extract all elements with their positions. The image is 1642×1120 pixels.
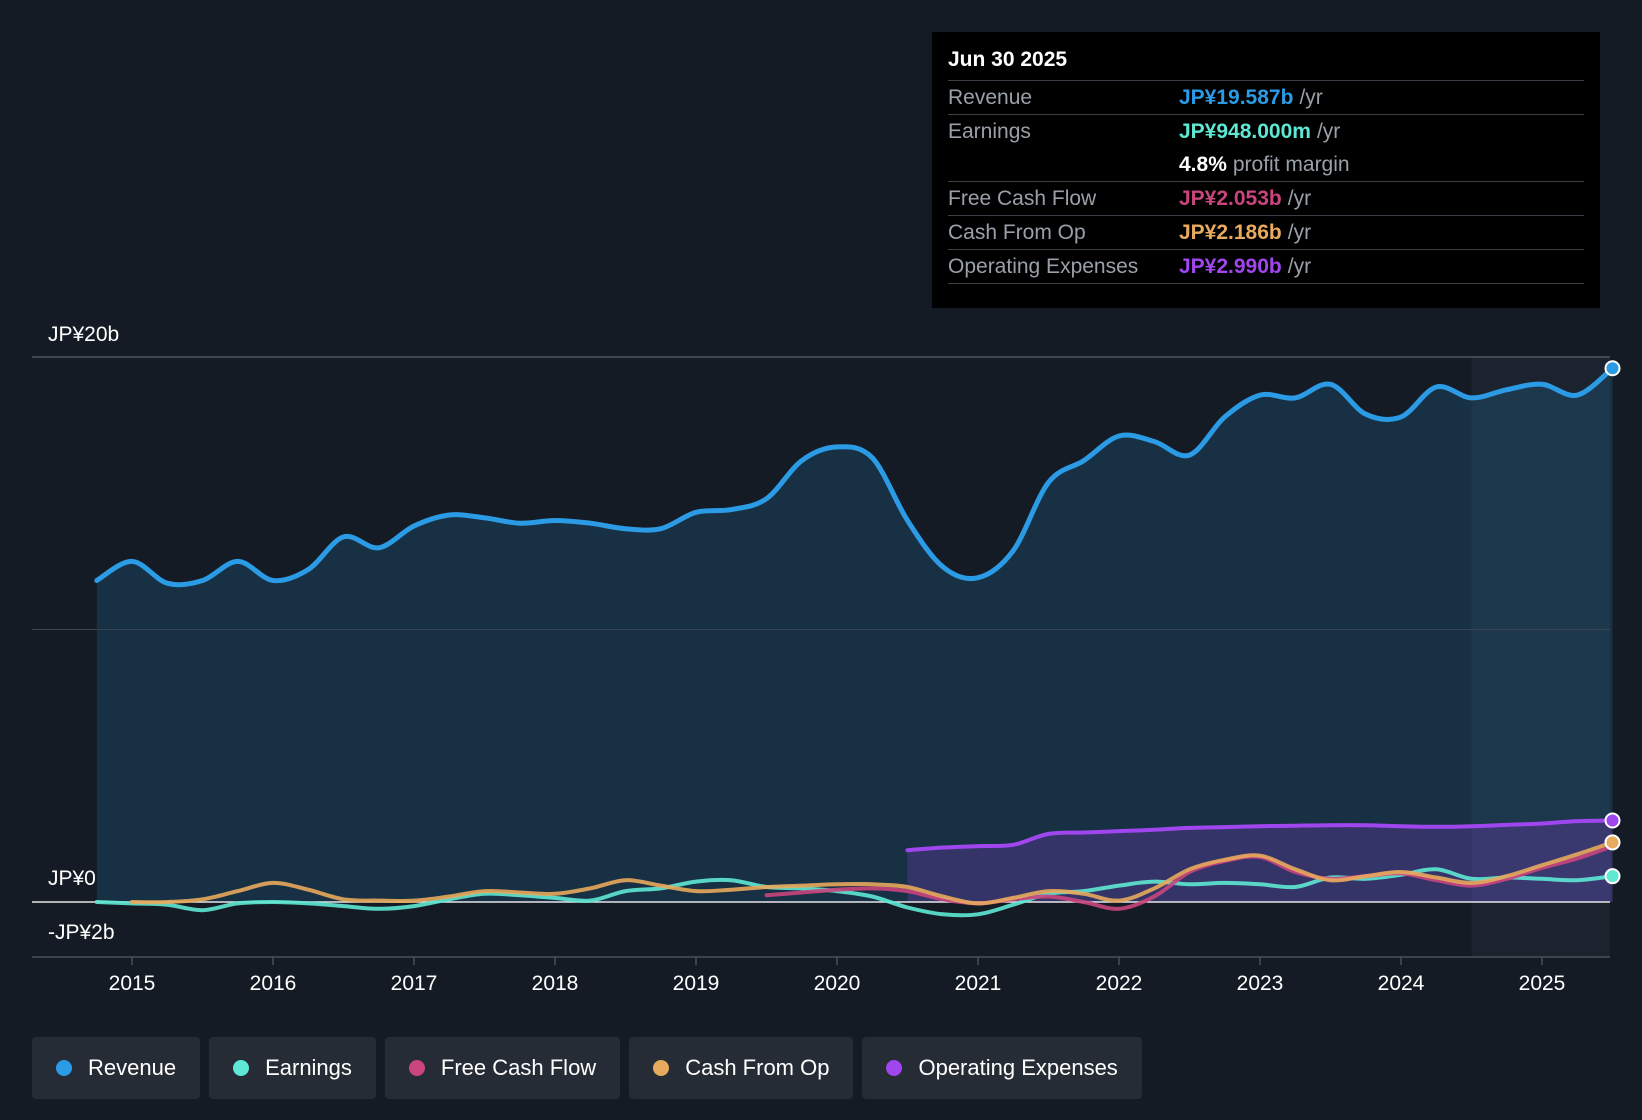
y-axis-label: -JP¥2b [48,921,115,944]
tooltip-unit: /yr [1316,120,1341,143]
end-marker-revenue [1604,360,1621,377]
end-marker-operating-expenses [1604,812,1621,829]
legend-item-earnings[interactable]: Earnings [209,1037,376,1099]
legend-item-operating-expenses[interactable]: Operating Expenses [862,1037,1142,1099]
earnings-dot-icon [233,1060,250,1076]
legend-label: Operating Expenses [918,1055,1118,1080]
tooltip-row-earnings: Earnings JP¥948.000m /yr [948,115,1584,148]
tooltip-date: Jun 30 2025 [948,46,1584,81]
series-end-markers [1604,360,1621,885]
tooltip-unit: /yr [1287,255,1312,278]
tooltip-row-cash-from-op: Cash From Op JP¥2.186b /yr [948,216,1584,250]
tooltip-value: JP¥2.186b [1179,221,1282,244]
tooltip-unit: /yr [1287,221,1312,244]
tooltip-label [948,148,1179,181]
x-tick-label: 2015 [109,972,156,995]
series-line-revenue [94,365,1615,588]
operating-expenses-dot-icon [886,1060,903,1076]
tooltip-value: JP¥19.587b [1179,86,1294,109]
y-axis-label: JP¥20b [48,323,119,346]
legend-label: Revenue [88,1055,177,1080]
tooltip-row-free-cash-flow: Free Cash Flow JP¥2.053b /yr [948,182,1584,216]
tooltip-panel: Jun 30 2025 Revenue JP¥19.587b /yr Earni… [932,32,1600,308]
legend-item-free-cash-flow[interactable]: Free Cash Flow [384,1037,621,1099]
legend-item-revenue[interactable]: Revenue [32,1037,201,1099]
x-tick-label: 2023 [1237,972,1284,995]
x-tick-label: 2019 [673,972,720,995]
tooltip-value: JP¥948.000m [1179,120,1311,143]
end-marker-earnings [1604,868,1621,885]
series-line-operating-expenses [905,818,1615,853]
tooltip-label: Operating Expenses [948,255,1139,278]
end-marker-cash-from-op [1604,834,1621,851]
legend-label: Earnings [265,1055,352,1080]
y-axis-label: JP¥0 [48,867,96,890]
free-cash-flow-dot-icon [408,1060,425,1076]
tooltip-value: JP¥2.990b [1179,255,1282,278]
revenue-dot-icon [56,1060,72,1076]
legend-label: Cash From Op [685,1055,830,1080]
x-tick-label: 2018 [532,972,579,995]
legend: Revenue Earnings Free Cash Flow Cash Fro… [32,1037,1151,1099]
tooltip-unit: profit margin [1232,153,1350,176]
x-tick-label: 2022 [1096,972,1143,995]
tooltip-row-profit-margin: 4.8% profit margin [948,148,1584,182]
tooltip-label: Revenue [948,86,1033,109]
series-fill-revenue [96,368,1613,902]
y-axis-labels: JP¥20b JP¥0 -JP¥2b [48,323,119,944]
series-line-earnings [94,867,1615,918]
tooltip-label: Free Cash Flow [948,187,1097,210]
tooltip-unit: /yr [1299,86,1323,109]
x-tick-label: 2025 [1519,972,1566,995]
tooltip-row-revenue: Revenue JP¥19.587b /yr [948,81,1584,115]
tooltip-value: 4.8% [1179,153,1227,176]
legend-item-cash-from-op[interactable]: Cash From Op [629,1037,854,1099]
x-axis-ticks: 2015 2016 2017 2018 2019 2020 2021 2022 2023 2024… [109,957,1566,995]
x-tick-label: 2017 [391,972,438,995]
series-line-cash-from-op [130,840,1615,906]
tooltip-unit: /yr [1287,187,1312,210]
x-tick-label: 2021 [955,972,1002,995]
cash-from-op-dot-icon [653,1060,670,1076]
tooltip-label: Earnings [948,120,1031,143]
x-tick-label: 2024 [1378,972,1425,995]
tooltip-value: JP¥2.053b [1179,187,1282,210]
series-lines [94,365,1615,918]
x-tick-label: 2020 [814,972,861,995]
tooltip-label: Cash From Op [948,221,1086,244]
tooltip-row-operating-expenses: Operating Expenses JP¥2.990b /yr [948,250,1584,284]
series-line-free-cash-flow [764,844,1615,911]
legend-label: Free Cash Flow [440,1055,597,1080]
x-tick-label: 2016 [250,972,297,995]
